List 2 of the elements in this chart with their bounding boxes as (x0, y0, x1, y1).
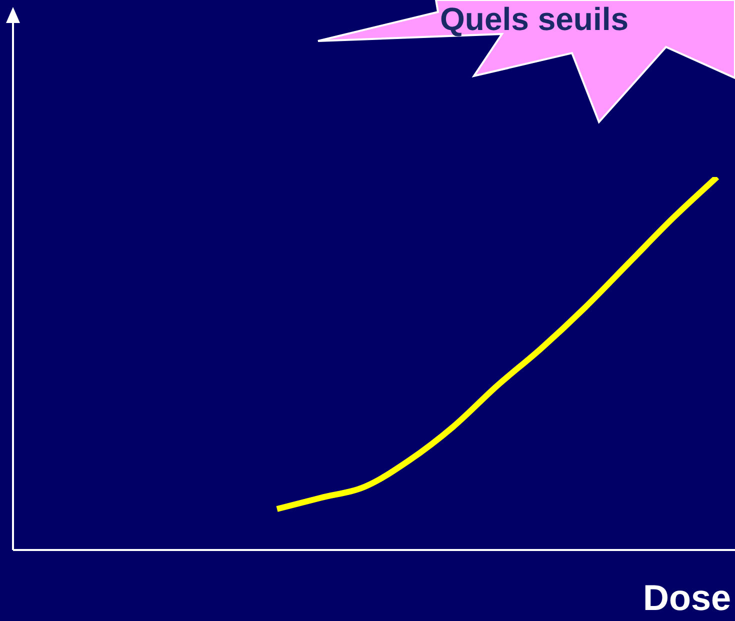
x-axis-title: Dose (642, 577, 731, 618)
chart-title: Quels seuils (440, 0, 629, 38)
